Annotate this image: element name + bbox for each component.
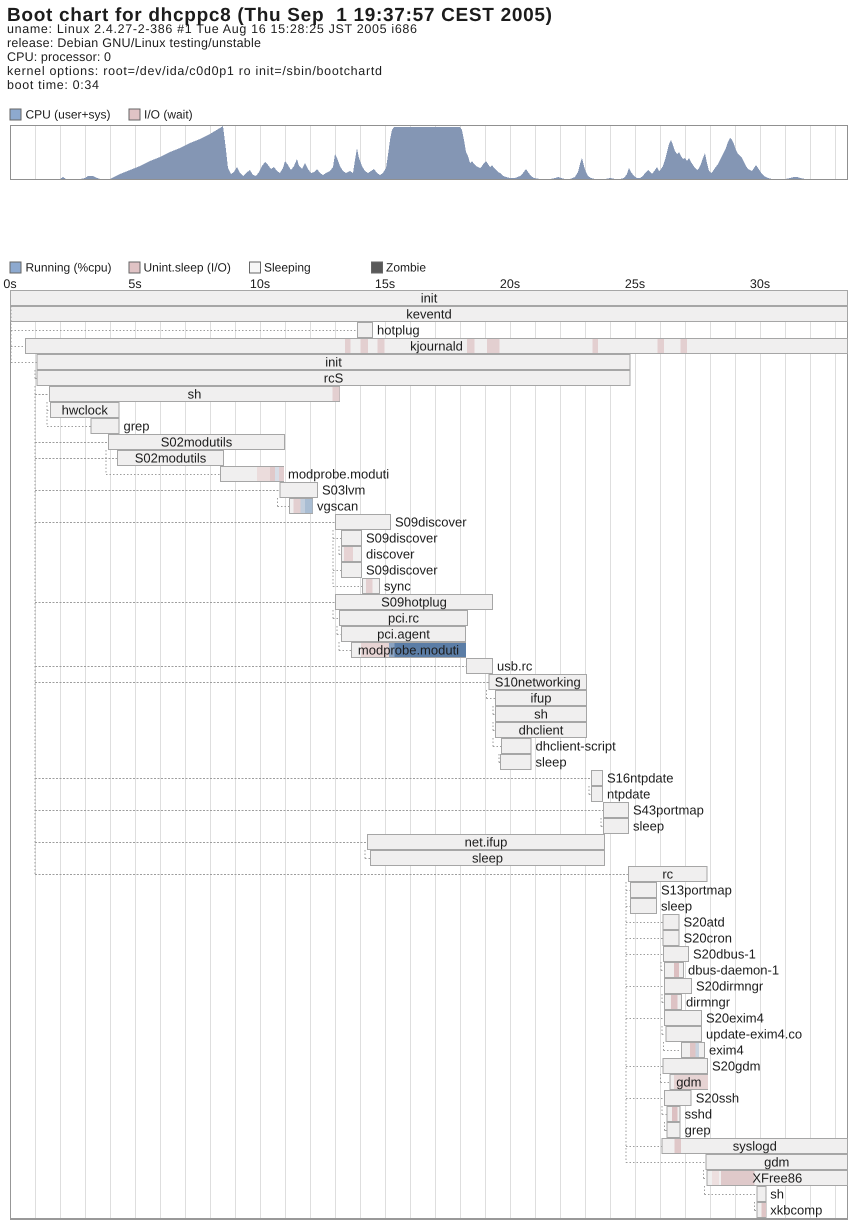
svg-text:sleep: sleep bbox=[536, 755, 567, 770]
svg-text:S09discover: S09discover bbox=[395, 515, 467, 530]
svg-text:sshd: sshd bbox=[685, 1107, 712, 1122]
svg-text:sh: sh bbox=[188, 387, 202, 402]
svg-text:Running (%cpu): Running (%cpu) bbox=[26, 261, 112, 275]
svg-text:S20atd: S20atd bbox=[684, 915, 725, 930]
svg-text:hotplug: hotplug bbox=[377, 323, 420, 338]
svg-text:20s: 20s bbox=[500, 277, 520, 291]
svg-text:S03lvm: S03lvm bbox=[322, 483, 365, 498]
svg-text:boot time: 0:34: boot time: 0:34 bbox=[7, 78, 99, 92]
svg-text:Boot chart for dhcppc8 (Thu Se: Boot chart for dhcppc8 (Thu Sep 1 19:37:… bbox=[7, 5, 552, 26]
svg-text:pci.rc: pci.rc bbox=[388, 611, 420, 626]
svg-text:I/O (wait): I/O (wait) bbox=[144, 108, 193, 122]
svg-text:ntpdate: ntpdate bbox=[607, 787, 650, 802]
svg-text:uname: Linux 2.4.27-2-386 #1 T: uname: Linux 2.4.27-2-386 #1 Tue Aug 16 … bbox=[7, 22, 417, 36]
svg-text:S09discover: S09discover bbox=[366, 563, 438, 578]
svg-text:dhclient: dhclient bbox=[519, 723, 564, 738]
svg-text:gdm: gdm bbox=[764, 1155, 789, 1170]
svg-text:net.ifup: net.ifup bbox=[465, 835, 508, 850]
svg-text:dbus-daemon-1: dbus-daemon-1 bbox=[688, 963, 779, 978]
svg-text:0s: 0s bbox=[3, 277, 16, 291]
svg-text:S09discover: S09discover bbox=[366, 531, 438, 546]
svg-text:exim4: exim4 bbox=[709, 1043, 744, 1058]
svg-text:15s: 15s bbox=[375, 277, 395, 291]
svg-text:S09hotplug: S09hotplug bbox=[381, 595, 447, 610]
svg-text:dhclient-script: dhclient-script bbox=[536, 739, 617, 754]
svg-text:10s: 10s bbox=[250, 277, 270, 291]
svg-text:sleep: sleep bbox=[633, 819, 664, 834]
svg-text:sync: sync bbox=[384, 579, 411, 594]
svg-text:sleep: sleep bbox=[661, 899, 692, 914]
svg-text:30s: 30s bbox=[750, 277, 770, 291]
svg-text:syslogd: syslogd bbox=[733, 1139, 777, 1154]
svg-text:S20cron: S20cron bbox=[684, 931, 732, 946]
svg-text:S20dirmngr: S20dirmngr bbox=[696, 979, 764, 994]
svg-text:hwclock: hwclock bbox=[62, 403, 109, 418]
svg-text:modprobe.moduti: modprobe.moduti bbox=[288, 467, 389, 482]
svg-text:update-exim4.co: update-exim4.co bbox=[706, 1027, 802, 1042]
svg-text:rc: rc bbox=[662, 867, 673, 882]
svg-text:S20gdm: S20gdm bbox=[712, 1059, 760, 1074]
svg-text:Zombie: Zombie bbox=[386, 261, 426, 275]
svg-text:sh: sh bbox=[534, 707, 548, 722]
svg-text:vgscan: vgscan bbox=[317, 499, 358, 514]
svg-text:Sleeping: Sleeping bbox=[264, 261, 311, 275]
svg-text:grep: grep bbox=[124, 419, 150, 434]
svg-text:CPU (user+sys): CPU (user+sys) bbox=[26, 108, 111, 122]
svg-text:S16ntpdate: S16ntpdate bbox=[607, 771, 674, 786]
svg-text:kjournald: kjournald bbox=[410, 339, 463, 354]
svg-text:dirmngr: dirmngr bbox=[686, 995, 731, 1010]
svg-text:rcS: rcS bbox=[324, 371, 344, 386]
svg-text:release: Debian GNU/Linux test: release: Debian GNU/Linux testing/unstab… bbox=[7, 36, 261, 50]
svg-text:S13portmap: S13portmap bbox=[661, 883, 732, 898]
svg-text:grep: grep bbox=[685, 1123, 711, 1138]
svg-text:S20dbus-1: S20dbus-1 bbox=[693, 947, 756, 962]
svg-text:pci.agent: pci.agent bbox=[377, 627, 430, 642]
svg-text:xkbcomp: xkbcomp bbox=[770, 1203, 822, 1218]
svg-text:5s: 5s bbox=[128, 277, 141, 291]
svg-text:discover: discover bbox=[366, 547, 415, 562]
svg-text:Unint.sleep (I/O): Unint.sleep (I/O) bbox=[144, 261, 231, 275]
svg-text:usb.rc: usb.rc bbox=[497, 659, 533, 674]
svg-text:CPU: processor: 0: CPU: processor: 0 bbox=[7, 50, 111, 64]
svg-text:modprobe.moduti: modprobe.moduti bbox=[358, 643, 459, 658]
svg-text:gdm: gdm bbox=[676, 1075, 701, 1090]
svg-text:sleep: sleep bbox=[472, 851, 503, 866]
svg-text:S02modutils: S02modutils bbox=[135, 451, 207, 466]
svg-text:S20exim4: S20exim4 bbox=[706, 1011, 764, 1026]
svg-text:sh: sh bbox=[770, 1187, 784, 1202]
svg-text:ifup: ifup bbox=[531, 691, 552, 706]
svg-text:S20ssh: S20ssh bbox=[696, 1091, 739, 1106]
svg-text:25s: 25s bbox=[625, 277, 645, 291]
svg-text:S43portmap: S43portmap bbox=[633, 803, 704, 818]
svg-text:S02modutils: S02modutils bbox=[161, 435, 233, 450]
svg-text:init: init bbox=[325, 355, 342, 370]
svg-text:XFree86: XFree86 bbox=[752, 1171, 802, 1186]
svg-text:S10networking: S10networking bbox=[495, 675, 581, 690]
svg-text:init: init bbox=[421, 291, 438, 306]
svg-text:keventd: keventd bbox=[406, 307, 452, 322]
svg-text:kernel options: root=/dev/ida/: kernel options: root=/dev/ida/c0d0p1 ro … bbox=[7, 64, 382, 78]
